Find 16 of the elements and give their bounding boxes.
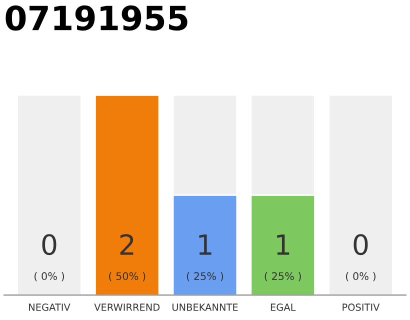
data-label: 0 bbox=[42, 234, 56, 256]
data-label: 1 bbox=[199, 234, 212, 255]
x-tick-label: UNBEKANNTE bbox=[172, 304, 238, 311]
annotation: ( 0% ) bbox=[346, 272, 376, 282]
annotation: ( 0% ) bbox=[34, 272, 64, 282]
annotation: ( 50% ) bbox=[109, 272, 146, 282]
x-tick-label: EGAL bbox=[270, 304, 296, 311]
x-tick-label: NEGATIV bbox=[29, 304, 70, 311]
x-tick-label: VERWIRREND bbox=[94, 304, 160, 311]
data-label: 2 bbox=[120, 234, 134, 255]
chart-title: 07191955 bbox=[6, 5, 188, 31]
annotation: ( 25% ) bbox=[264, 272, 301, 282]
annotation: ( 25% ) bbox=[186, 272, 224, 282]
data-label: 1 bbox=[277, 234, 290, 255]
data-label: 0 bbox=[354, 234, 368, 256]
x-tick-label: POSITIV bbox=[342, 304, 380, 311]
